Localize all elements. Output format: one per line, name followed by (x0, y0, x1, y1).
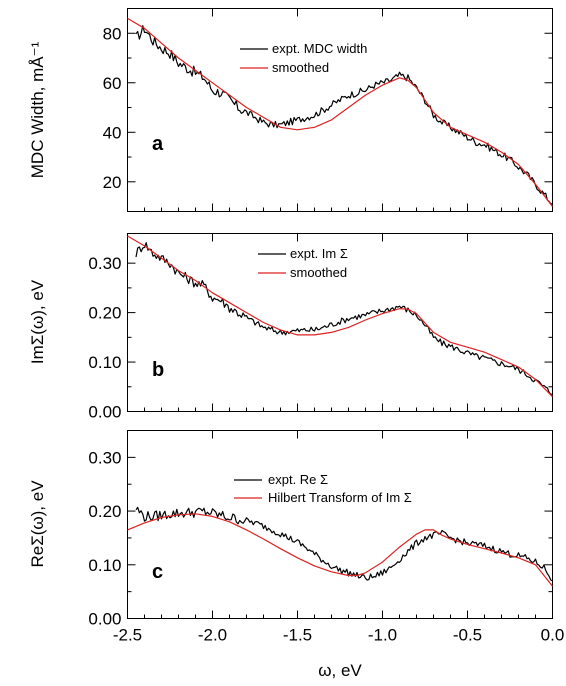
panel-a-ylabel: MDC Width, mÅ⁻¹ (28, 41, 47, 178)
legend-b-label-smoothed: smoothed (290, 265, 347, 280)
chart-marks-layer: 20 40 60 80 0.00 0.10 0.20 0.30 0.00 0.10 0.20 0.30… (88, 8, 565, 645)
panel-a-ytick-label: 80 (103, 24, 122, 43)
legend-b-label-expt: expt. Im Σ (290, 246, 348, 261)
panel-b-red-series-line (127, 235, 553, 398)
panel-c-xtick-label: -0.5 (453, 626, 482, 645)
panel-b-ytick-label: 0.30 (88, 254, 121, 273)
panel-b-ylabel: ImΣ(ω), eV (28, 279, 47, 364)
panel-c-xtick-label: 0.0 (541, 626, 565, 645)
x-axis-title: ω, eV (318, 661, 362, 680)
panel-b-ytick-label: 0.10 (88, 353, 121, 372)
panel-c-red-series-line (127, 513, 553, 587)
panel-c-frame (127, 430, 553, 619)
panel-a-frame (127, 8, 553, 212)
panel-c-xtick-label: -1.5 (283, 626, 312, 645)
panel-b-letter: b (152, 359, 164, 381)
panel-a-red-series-line (127, 17, 553, 207)
panel-b-frame (127, 233, 553, 412)
panel-c-ytick-label: 0.00 (88, 610, 121, 629)
panel-a-ytick-label: 40 (103, 123, 122, 142)
panel-a-ytick-label: 20 (103, 173, 122, 192)
legend-a-label-smoothed: smoothed (272, 60, 329, 75)
panel-b-ytick-label: 0.00 (88, 403, 121, 422)
panel-a-expt-series-line (135, 25, 553, 205)
legend-c-label-expt: expt. Re Σ (268, 472, 328, 487)
panel-a-ytick-label: 60 (103, 74, 122, 93)
panel-a-letter: a (152, 133, 164, 155)
panel-c-ylabel: ReΣ(ω), eV (28, 480, 47, 568)
panel-c-ytick-label: 0.20 (88, 502, 121, 521)
panel-c-xtick-label: -1.0 (368, 626, 397, 645)
panel-c-letter: c (152, 561, 163, 583)
panel-c-ytick-label: 0.10 (88, 556, 121, 575)
legend-a-label-expt: expt. MDC width (272, 41, 367, 56)
panel-c-ytick-label: 0.30 (88, 448, 121, 467)
panel-c-xtick-label: -2.0 (198, 626, 227, 645)
panel-b-ytick-label: 0.20 (88, 304, 121, 323)
panel-b-expt-series-line (135, 242, 553, 395)
panel-c-expt-series-line (135, 506, 553, 582)
panel-c-xtick-label: -2.5 (113, 626, 142, 645)
legend-c-label-hilbert: Hilbert Transform of Im Σ (268, 490, 412, 505)
